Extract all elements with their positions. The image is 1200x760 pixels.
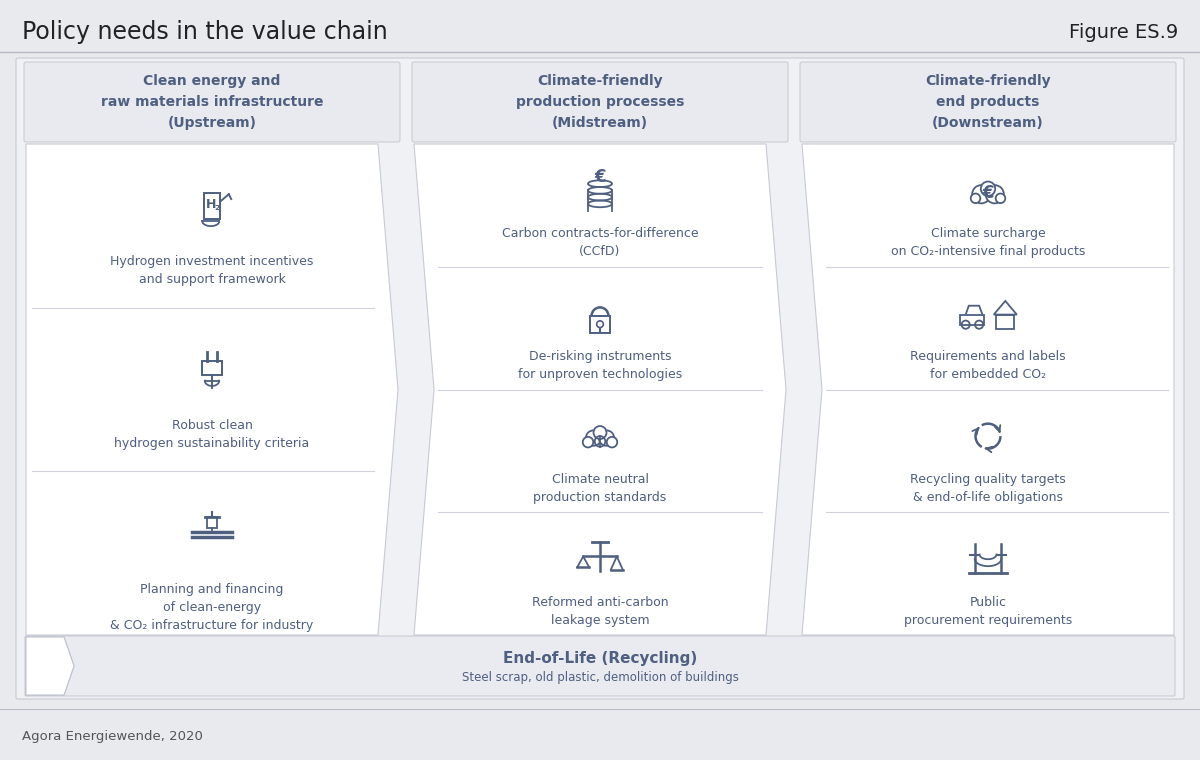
Text: Reformed anti-carbon
leakage system: Reformed anti-carbon leakage system <box>532 596 668 627</box>
Polygon shape <box>26 144 398 635</box>
Text: Clean energy and
raw materials infrastructure
(Upstream): Clean energy and raw materials infrastru… <box>101 74 323 130</box>
Text: Policy needs in the value chain: Policy needs in the value chain <box>22 20 388 44</box>
Text: Robust clean
hydrogen sustainability criteria: Robust clean hydrogen sustainability cri… <box>114 419 310 450</box>
FancyBboxPatch shape <box>412 62 788 142</box>
FancyBboxPatch shape <box>16 58 1184 699</box>
Text: 2: 2 <box>215 205 220 211</box>
Circle shape <box>599 430 614 446</box>
Circle shape <box>980 182 995 196</box>
Polygon shape <box>26 637 74 695</box>
Text: Hydrogen investment incentives
and support framework: Hydrogen investment incentives and suppo… <box>110 255 313 287</box>
Text: H: H <box>205 198 216 211</box>
Text: Planning and financing
of clean-energy
& CO₂ infrastructure for industry: Planning and financing of clean-energy &… <box>110 583 313 632</box>
Circle shape <box>972 185 990 204</box>
Text: €: € <box>594 169 606 186</box>
Text: Recycling quality targets
& end-of-life obligations: Recycling quality targets & end-of-life … <box>910 473 1066 504</box>
FancyBboxPatch shape <box>800 62 1176 142</box>
Bar <box>960 315 984 325</box>
Circle shape <box>607 437 617 448</box>
Polygon shape <box>414 144 786 635</box>
Text: Agora Energiewende, 2020: Agora Energiewende, 2020 <box>22 730 203 743</box>
Circle shape <box>594 426 606 439</box>
Circle shape <box>586 430 601 446</box>
Text: Climate neutral
production standards: Climate neutral production standards <box>533 473 667 504</box>
Text: Figure ES.9: Figure ES.9 <box>1069 23 1178 42</box>
Polygon shape <box>802 144 1174 635</box>
Text: Climate surcharge
on CO₂-intensive final products: Climate surcharge on CO₂-intensive final… <box>890 227 1085 258</box>
FancyBboxPatch shape <box>24 62 400 142</box>
Circle shape <box>583 437 593 448</box>
Text: De-risking instruments
for unproven technologies: De-risking instruments for unproven tech… <box>518 350 682 382</box>
Bar <box>206 517 217 527</box>
Text: Climate-friendly
production processes
(Midstream): Climate-friendly production processes (M… <box>516 74 684 130</box>
Text: End-of-Life (Recycling): End-of-Life (Recycling) <box>503 651 697 667</box>
Polygon shape <box>26 637 74 695</box>
Circle shape <box>996 194 1006 203</box>
Text: Carbon contracts-for-difference
(CCfD): Carbon contracts-for-difference (CCfD) <box>502 227 698 258</box>
Bar <box>204 193 221 220</box>
Circle shape <box>985 185 1004 204</box>
Bar <box>202 362 222 375</box>
Text: Public
procurement requirements: Public procurement requirements <box>904 596 1072 627</box>
Text: Steel scrap, old plastic, demolition of buildings: Steel scrap, old plastic, demolition of … <box>462 672 738 685</box>
Circle shape <box>971 194 980 203</box>
Text: €: € <box>983 184 994 202</box>
Bar <box>590 316 610 333</box>
Text: Climate-friendly
end products
(Downstream): Climate-friendly end products (Downstrea… <box>925 74 1051 130</box>
FancyBboxPatch shape <box>25 636 1175 696</box>
Bar <box>996 315 1014 329</box>
Text: Requirements and labels
for embedded CO₂: Requirements and labels for embedded CO₂ <box>910 350 1066 382</box>
